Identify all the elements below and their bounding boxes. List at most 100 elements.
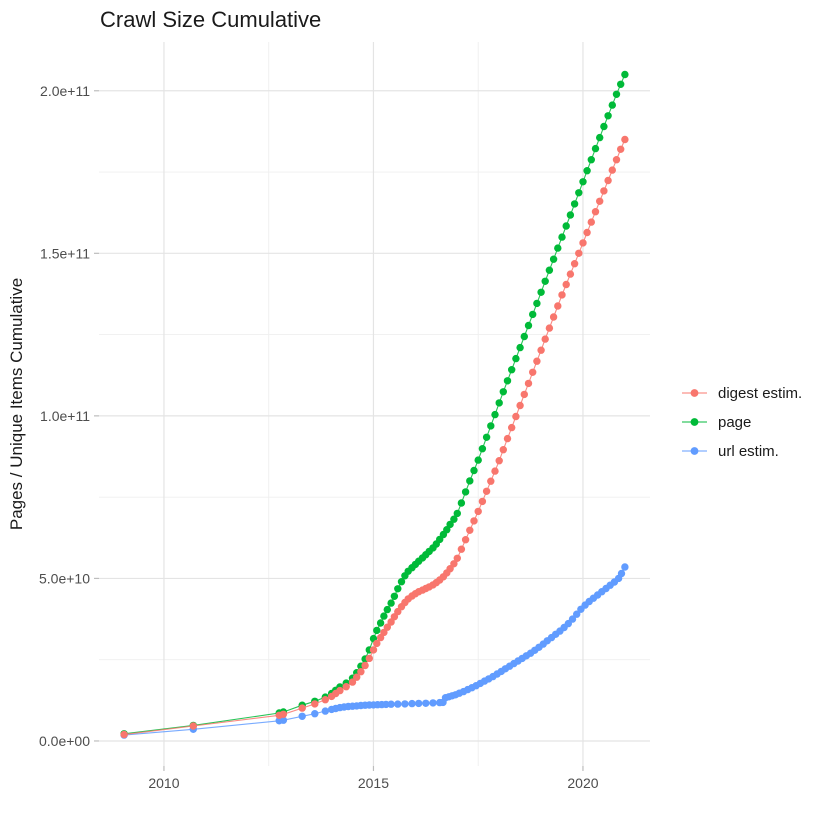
data-point <box>604 176 612 185</box>
legend-item-page: page <box>682 414 751 431</box>
data-point <box>529 310 537 319</box>
data-point <box>591 144 600 153</box>
data-point <box>495 457 503 465</box>
data-point <box>566 270 575 278</box>
data-point <box>408 699 416 708</box>
data-point <box>604 112 612 120</box>
data-point <box>279 716 288 724</box>
data-point <box>373 639 381 648</box>
data-point <box>499 446 507 454</box>
data-point <box>466 526 474 534</box>
data-point <box>415 699 423 708</box>
x-axis-tick-label: 2010 <box>148 775 179 791</box>
data-point <box>587 156 595 164</box>
data-point <box>541 277 549 285</box>
data-point <box>554 244 562 252</box>
data-point <box>495 399 503 407</box>
data-point <box>512 354 520 363</box>
data-point <box>587 218 595 226</box>
data-point <box>524 379 533 388</box>
axis-label-layer: 2010 2015 2020 0.0e+00 5.0e+10 1.0e+11 1.5e+11… <box>39 83 599 791</box>
data-point <box>466 477 474 485</box>
data-point <box>503 377 512 385</box>
y-axis-tick-label: 1.0e+11 <box>40 408 90 424</box>
data-point <box>443 526 451 534</box>
data-point <box>508 423 516 432</box>
y-axis-tick-label: 1.5e+11 <box>40 245 90 261</box>
data-point <box>342 683 350 691</box>
data-point <box>545 324 554 332</box>
data-point <box>450 515 458 523</box>
data-point <box>617 80 625 89</box>
data-point <box>575 249 583 257</box>
data-point <box>457 499 466 507</box>
data-point <box>311 710 319 718</box>
legend-label: url estim. <box>718 443 779 460</box>
data-point <box>617 145 625 153</box>
data-point <box>512 412 520 421</box>
data-point <box>600 122 608 131</box>
data-point <box>617 569 626 578</box>
data-point <box>387 599 395 607</box>
data-point <box>562 280 570 289</box>
data-point <box>596 197 604 205</box>
data-point <box>575 189 583 197</box>
data-point <box>583 228 591 237</box>
data-point <box>478 497 487 506</box>
y-axis-tick-label: 0.0e+00 <box>39 733 90 749</box>
data-point <box>558 291 566 299</box>
data-point <box>520 390 528 399</box>
legend-item-digest-estim-: digest estim. <box>682 385 802 402</box>
data-point <box>482 487 491 495</box>
data-point <box>373 626 381 635</box>
data-point <box>612 90 621 99</box>
legend-label: page <box>718 414 751 431</box>
data-point <box>570 260 579 268</box>
data-point <box>376 619 385 627</box>
data-point <box>516 401 524 410</box>
data-point <box>361 661 369 670</box>
data-point <box>549 255 558 263</box>
series-page <box>120 70 629 738</box>
data-point <box>470 466 478 475</box>
y-axis-tick-label: 5.0e+10 <box>39 570 90 586</box>
data-point <box>390 592 399 600</box>
data-point <box>596 133 604 142</box>
y-axis-title: Pages / Unique Items Cumulative <box>7 278 26 530</box>
data-point <box>429 699 437 707</box>
data-point <box>321 707 329 715</box>
data-point <box>533 357 541 365</box>
data-point <box>562 222 570 230</box>
data-point <box>487 477 495 485</box>
data-point <box>529 368 537 376</box>
data-point <box>383 605 391 614</box>
legend-key-point <box>690 418 699 426</box>
data-point <box>482 433 491 441</box>
axis-tick-layer <box>94 90 584 771</box>
data-point <box>279 710 288 718</box>
data-point <box>533 299 541 308</box>
data-point <box>348 678 357 686</box>
data-point <box>380 612 388 620</box>
data-series-layer <box>120 70 629 739</box>
data-point <box>621 70 629 79</box>
data-point <box>545 266 554 274</box>
data-point <box>401 700 409 708</box>
data-point <box>508 366 516 374</box>
data-point <box>383 623 391 631</box>
data-point <box>422 699 430 707</box>
legend-label: digest estim. <box>718 385 802 402</box>
data-point <box>474 456 482 464</box>
legend: digest estim. page url estim. <box>682 385 802 460</box>
data-point <box>503 434 512 443</box>
data-point <box>397 578 406 586</box>
data-point <box>499 388 507 396</box>
data-point <box>579 178 587 186</box>
data-point <box>478 445 487 453</box>
data-point <box>450 560 458 568</box>
data-point <box>612 156 621 164</box>
data-point <box>298 712 306 720</box>
data-point <box>570 200 579 208</box>
